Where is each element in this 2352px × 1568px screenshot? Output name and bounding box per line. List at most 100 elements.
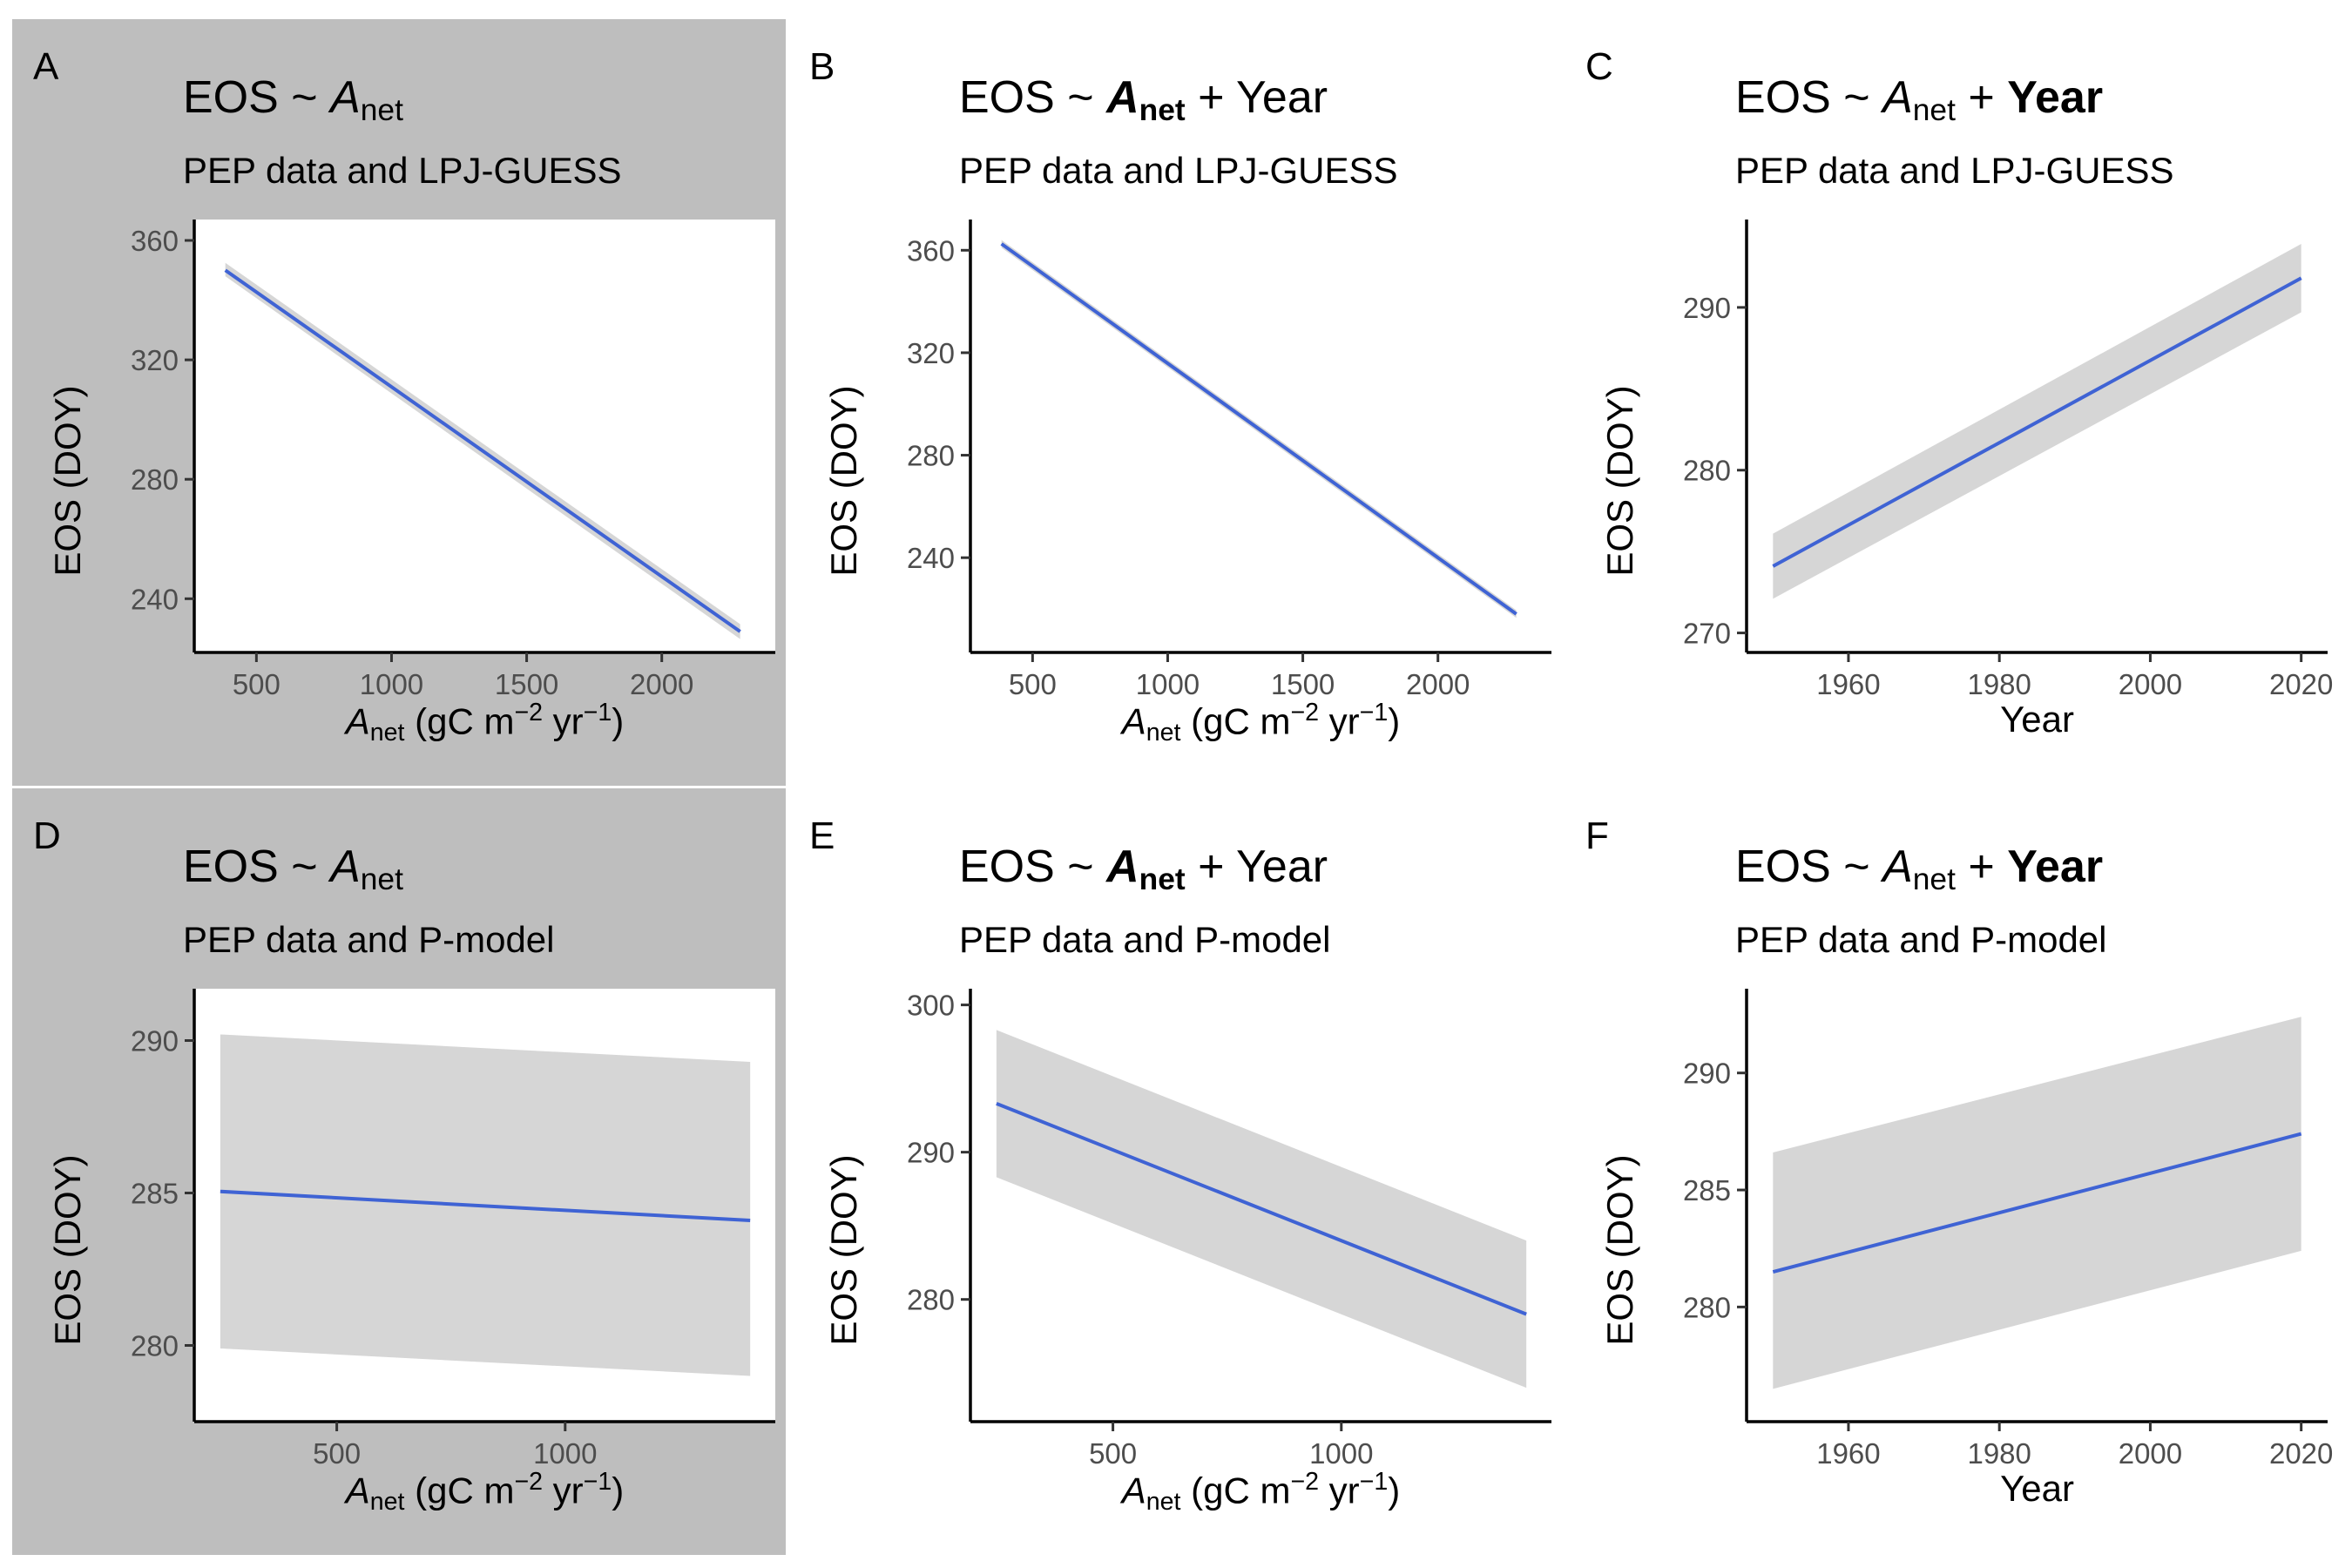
- x-axis-title: Anet (gC m−2 yr−1): [970, 699, 1551, 747]
- x-tick-label: 500: [1089, 1437, 1137, 1470]
- x-axis-exponent-2: −1: [1359, 699, 1389, 727]
- panel-B: B EOS ~ Anet + Year PEP data and LPJ-GUESS…: [788, 19, 1562, 786]
- y-axis-title: EOS (DOY): [47, 1154, 88, 1346]
- x-tick-label: 1960: [1816, 668, 1880, 700]
- regression-line: [1000, 242, 1517, 616]
- y-tick-label: 280: [131, 1330, 179, 1362]
- y-tick-label: 320: [907, 337, 955, 369]
- y-axis-title: EOS (DOY): [823, 385, 864, 577]
- panel-subtitle: PEP data and LPJ-GUESS: [183, 150, 622, 191]
- regression-line: [224, 268, 741, 633]
- title-predictor-symbol: A: [1106, 841, 1139, 892]
- panel-letter: E: [809, 814, 835, 857]
- x-axis-unit-close: ): [1388, 1470, 1401, 1511]
- title-prefix: EOS ~: [1735, 841, 1883, 892]
- title-suffix: + Year: [1185, 72, 1328, 123]
- plot-background: [194, 220, 775, 652]
- y-tick-label: 285: [1683, 1174, 1731, 1206]
- y-tick-label: 360: [131, 225, 179, 257]
- title-predictor-subscript: net: [360, 862, 403, 896]
- panel-letter: A: [33, 45, 59, 88]
- x-axis-unit-2: yr: [1319, 700, 1360, 742]
- x-axis-exponent-2: −1: [583, 1468, 612, 1496]
- panel-D: D EOS ~ Anet PEP data and P-model 500 1000 28…: [12, 788, 786, 1555]
- x-axis-title: Anet (gC m−2 yr−1): [970, 1468, 1551, 1517]
- x-axis-exponent-2: −1: [583, 699, 612, 727]
- x-axis-title: Anet (gC m−2 yr−1): [194, 1468, 775, 1517]
- x-axis-title: Anet (gC m−2 yr−1): [194, 699, 775, 747]
- panel-title: EOS ~ Anet + Year: [959, 841, 1328, 897]
- x-tick-label: 1000: [1136, 668, 1200, 700]
- y-tick-label: 280: [907, 440, 955, 472]
- x-axis-title: Year: [2000, 699, 2074, 740]
- x-axis-symbol: A: [345, 1470, 370, 1511]
- x-axis-exponent-1: −2: [1290, 699, 1320, 727]
- x-tick-label: 2000: [2119, 668, 2182, 700]
- panel-subtitle: PEP data and LPJ-GUESS: [959, 150, 1398, 191]
- title-predictor-subscript: net: [1912, 92, 1956, 127]
- y-tick-label: 270: [1683, 618, 1731, 650]
- y-axis-title: EOS (DOY): [47, 385, 88, 577]
- x-axis-unit-close: ): [612, 700, 625, 742]
- x-tick-label: 500: [233, 668, 280, 700]
- x-axis-subscript: net: [1146, 718, 1181, 747]
- panel-title: EOS ~ Anet + Year: [1735, 841, 2103, 897]
- plot-svg: 500 1000 1500 2000 240 280 320 360: [131, 220, 775, 700]
- regression-line: [1772, 276, 2302, 568]
- title-suffix: + Year: [1955, 841, 2104, 892]
- y-tick-label: 280: [907, 1284, 955, 1316]
- x-tick-label: 1980: [1967, 668, 2031, 700]
- panel-letter: C: [1585, 45, 1613, 88]
- x-axis-exponent-1: −2: [1290, 1468, 1320, 1496]
- x-tick-label: 1500: [495, 668, 558, 700]
- panel-C: C EOS ~ Anet + Year PEP data and LPJ-GUESS…: [1565, 19, 2338, 786]
- x-axis-unit-2: yr: [1319, 1470, 1360, 1511]
- title-predictor-subscript: net: [1912, 862, 1956, 896]
- panel-title: EOS ~ Anet + Year: [1735, 71, 2103, 128]
- title-predictor-symbol: A: [330, 72, 361, 123]
- y-tick-label: 320: [131, 344, 179, 376]
- x-tick-label: 1000: [360, 668, 423, 700]
- y-tick-label: 280: [131, 463, 179, 496]
- y-tick-label: 290: [1683, 292, 1731, 324]
- x-tick-label: 1980: [1967, 1437, 2031, 1470]
- panel-subtitle: PEP data and P-model: [1735, 919, 2107, 960]
- panel-letter: F: [1585, 814, 1609, 857]
- y-tick-label: 280: [1683, 455, 1731, 487]
- x-axis-unit-close: ): [1388, 700, 1401, 742]
- regression-line: [1772, 1132, 2302, 1274]
- x-axis-title: Year: [2000, 1468, 2074, 1509]
- panel-title: EOS ~ Anet + Year: [959, 71, 1328, 128]
- y-tick-label: 360: [907, 234, 955, 267]
- x-axis-exponent-1: −2: [514, 699, 544, 727]
- panel-E: E EOS ~ Anet + Year PEP data and P-model 50…: [788, 788, 1562, 1555]
- x-axis-subscript: net: [369, 718, 405, 747]
- title-predictor-subscript: net: [1139, 862, 1186, 896]
- panel-title: EOS ~ Anet: [183, 71, 403, 128]
- title-predictor-subscript: net: [360, 92, 403, 127]
- title-prefix: EOS ~: [959, 841, 1107, 892]
- x-tick-label: 2000: [2119, 1437, 2182, 1470]
- y-tick-label: 290: [1683, 1058, 1731, 1090]
- x-tick-label: 2020: [2269, 1437, 2333, 1470]
- title-suffix: + Year: [1185, 841, 1328, 892]
- y-tick-label: 240: [131, 583, 179, 615]
- x-tick-label: 1000: [1309, 1437, 1373, 1470]
- panel-subtitle: PEP data and P-model: [959, 919, 1331, 960]
- x-axis-unit-1: (gC m: [1180, 1470, 1291, 1511]
- y-axis-title: EOS (DOY): [823, 1154, 864, 1346]
- x-axis-unit-1: (gC m: [1180, 700, 1291, 742]
- title-prefix: EOS ~: [183, 72, 331, 123]
- title-prefix: EOS ~: [1735, 72, 1883, 123]
- x-axis-unit-close: ): [612, 1470, 625, 1511]
- y-axis-title: EOS (DOY): [1599, 385, 1640, 577]
- panel-subtitle: PEP data and LPJ-GUESS: [1735, 150, 2174, 191]
- plot-svg: 500 1000 1500 2000 240 280 320 360: [907, 220, 1551, 700]
- title-predictor-symbol: A: [1882, 72, 1913, 123]
- y-tick-label: 300: [907, 990, 955, 1022]
- x-tick-label: 2000: [1406, 668, 1470, 700]
- x-axis-exponent-2: −1: [1359, 1468, 1389, 1496]
- title-prefix: EOS ~: [183, 841, 331, 892]
- title-predictor-symbol: A: [1106, 72, 1139, 123]
- x-tick-label: 1500: [1271, 668, 1335, 700]
